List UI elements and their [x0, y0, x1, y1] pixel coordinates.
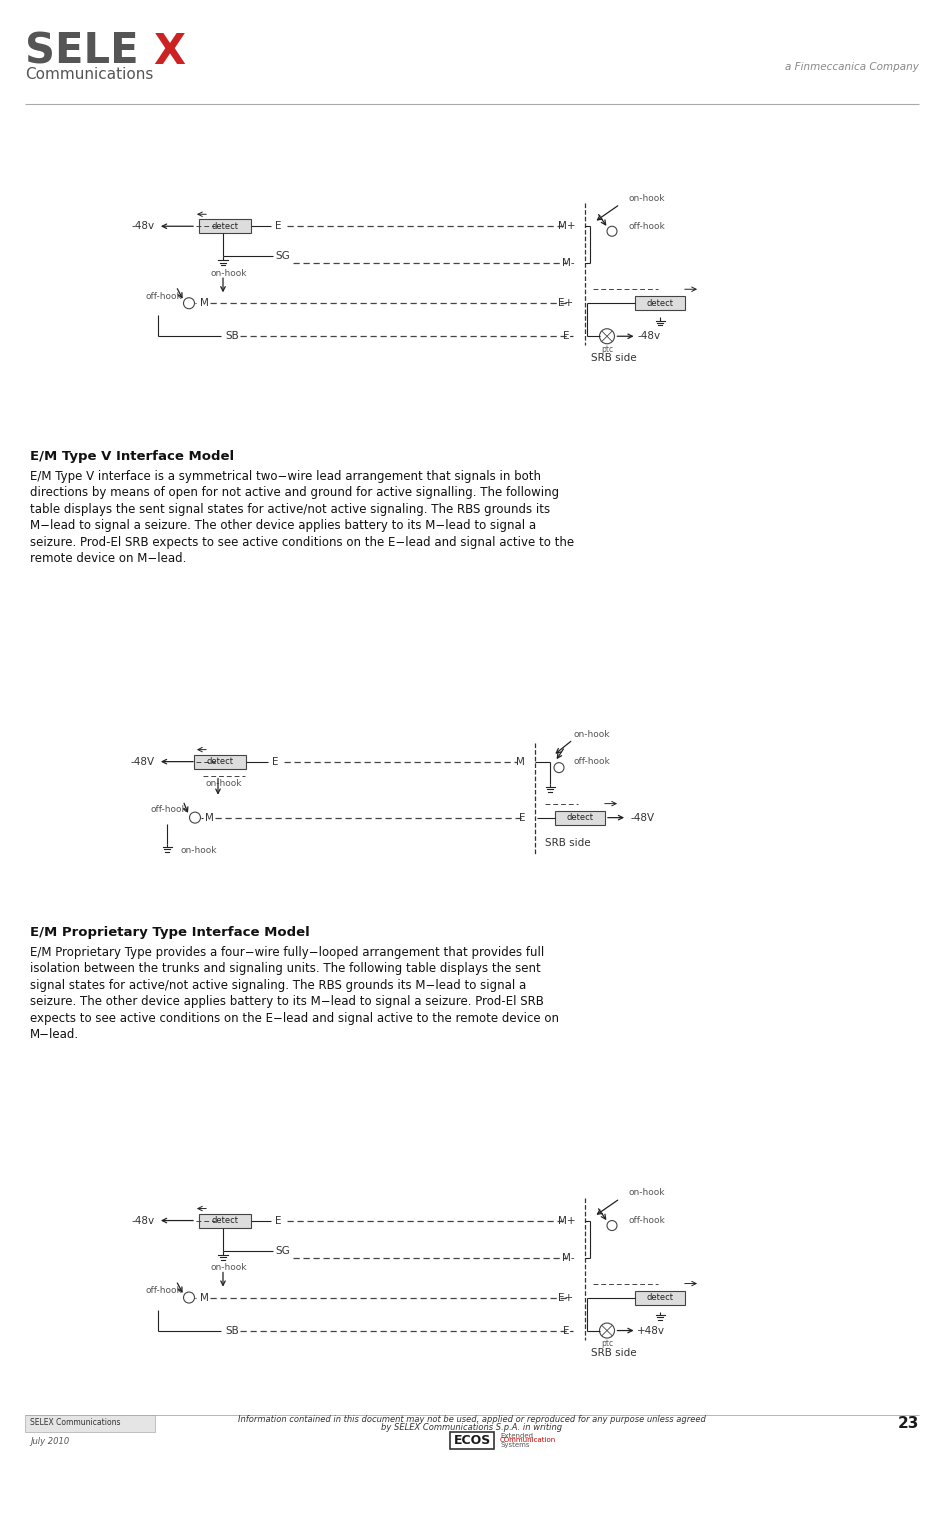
FancyBboxPatch shape	[555, 811, 605, 825]
FancyBboxPatch shape	[450, 1432, 494, 1449]
Text: COmmunication: COmmunication	[500, 1438, 556, 1443]
Text: seizure. The other device applies battery to its M−lead to signal a seizure. Pro: seizure. The other device applies batter…	[30, 996, 544, 1008]
FancyBboxPatch shape	[194, 755, 246, 769]
Text: ECOS: ECOS	[453, 1434, 491, 1447]
Text: +48v: +48v	[637, 1325, 665, 1336]
Text: on-hook: on-hook	[628, 194, 665, 203]
Text: ptc: ptc	[601, 345, 613, 354]
Text: on-hook: on-hook	[628, 1188, 665, 1197]
Text: E: E	[275, 221, 281, 232]
Text: E/M Type V interface is a symmetrical two−wire lead arrangement that signals in : E/M Type V interface is a symmetrical tw…	[30, 470, 541, 483]
Text: detect: detect	[647, 299, 673, 308]
Text: E/M Proprietary Type Interface Model: E/M Proprietary Type Interface Model	[30, 926, 310, 939]
Text: SELE: SELE	[25, 30, 139, 73]
Text: detect: detect	[211, 1215, 239, 1225]
Text: on-hook: on-hook	[573, 730, 610, 740]
Text: M: M	[205, 813, 214, 822]
Text: E: E	[272, 756, 278, 767]
Text: isolation between the trunks and signaling units. The following table displays t: isolation between the trunks and signali…	[30, 962, 541, 974]
Text: M-: M-	[563, 1252, 575, 1263]
Text: remote device on M−lead.: remote device on M−lead.	[30, 552, 186, 566]
Text: E/M Proprietary Type provides a four−wire fully−looped arrangement that provides: E/M Proprietary Type provides a four−wir…	[30, 946, 545, 959]
Text: Systems: Systems	[500, 1441, 530, 1447]
FancyBboxPatch shape	[635, 296, 685, 310]
Text: off-hook: off-hook	[573, 756, 610, 766]
Text: seizure. Prod-El SRB expects to see active conditions on the E−lead and signal a: seizure. Prod-El SRB expects to see acti…	[30, 535, 574, 549]
Text: X: X	[154, 30, 186, 73]
Text: Communications: Communications	[25, 67, 153, 82]
Text: -48v: -48v	[132, 221, 155, 232]
Text: -48V: -48V	[630, 813, 654, 822]
Text: on-hook: on-hook	[210, 1263, 246, 1272]
Text: a Finmeccanica Company: a Finmeccanica Company	[785, 63, 919, 72]
Text: E+: E+	[558, 299, 573, 308]
Text: -48V: -48V	[131, 756, 155, 767]
Text: on-hook: on-hook	[180, 846, 216, 856]
Text: detect: detect	[647, 1293, 673, 1302]
Text: -48v: -48v	[637, 331, 660, 342]
Text: M+: M+	[558, 1215, 575, 1226]
Text: directions by means of open for not active and ground for active signalling. The: directions by means of open for not acti…	[30, 486, 559, 499]
Text: M−lead to signal a seizure. The other device applies battery to its M−lead to si: M−lead to signal a seizure. The other de…	[30, 520, 536, 532]
Text: -48v: -48v	[132, 1215, 155, 1226]
Text: M: M	[200, 1293, 209, 1302]
Text: on-hook: on-hook	[205, 779, 242, 788]
Text: on-hook: on-hook	[210, 268, 246, 278]
FancyBboxPatch shape	[25, 1415, 155, 1432]
Text: 23: 23	[898, 1417, 919, 1430]
Text: table displays the sent signal states for active/not active signaling. The RBS g: table displays the sent signal states fo…	[30, 503, 550, 515]
Text: SRB side: SRB side	[591, 354, 636, 363]
Text: Information contained in this document may not be used, applied or reproduced fo: Information contained in this document m…	[238, 1415, 706, 1424]
Text: M-: M-	[563, 258, 575, 268]
Text: SRB side: SRB side	[591, 1348, 636, 1357]
Text: off-hook: off-hook	[150, 805, 187, 814]
Text: E+: E+	[558, 1293, 573, 1302]
Text: ptc: ptc	[601, 1339, 613, 1348]
Text: off-hook: off-hook	[145, 291, 182, 300]
Text: Extended: Extended	[500, 1434, 533, 1438]
Text: SB: SB	[225, 331, 239, 342]
Text: SG: SG	[275, 1246, 290, 1255]
Text: E: E	[518, 813, 525, 822]
FancyBboxPatch shape	[199, 1214, 251, 1228]
Text: E-: E-	[563, 1325, 573, 1336]
Text: detect: detect	[211, 221, 239, 230]
Text: M+: M+	[558, 221, 575, 232]
Text: M: M	[516, 756, 525, 767]
Text: M: M	[200, 299, 209, 308]
Text: off-hook: off-hook	[628, 1215, 665, 1225]
Text: detect: detect	[566, 813, 594, 822]
Text: SB: SB	[225, 1325, 239, 1336]
Text: July 2010: July 2010	[30, 1437, 69, 1446]
Text: by SELEX Communications S.p.A. in writing: by SELEX Communications S.p.A. in writin…	[381, 1423, 563, 1432]
Text: detect: detect	[207, 756, 233, 766]
FancyBboxPatch shape	[199, 220, 251, 233]
Text: SRB side: SRB side	[545, 837, 591, 848]
Text: E-: E-	[563, 331, 573, 342]
Text: expects to see active conditions on the E−lead and signal active to the remote d: expects to see active conditions on the …	[30, 1011, 559, 1025]
Text: off-hook: off-hook	[628, 221, 665, 230]
Text: off-hook: off-hook	[145, 1286, 182, 1295]
Text: E/M Type V Interface Model: E/M Type V Interface Model	[30, 450, 234, 464]
FancyBboxPatch shape	[635, 1290, 685, 1304]
Text: M−lead.: M−lead.	[30, 1028, 79, 1042]
Text: E: E	[275, 1215, 281, 1226]
Text: signal states for active/not active signaling. The RBS grounds its M−lead to sig: signal states for active/not active sign…	[30, 979, 526, 991]
Text: SG: SG	[275, 252, 290, 261]
Text: SELEX Communications: SELEX Communications	[30, 1418, 121, 1427]
